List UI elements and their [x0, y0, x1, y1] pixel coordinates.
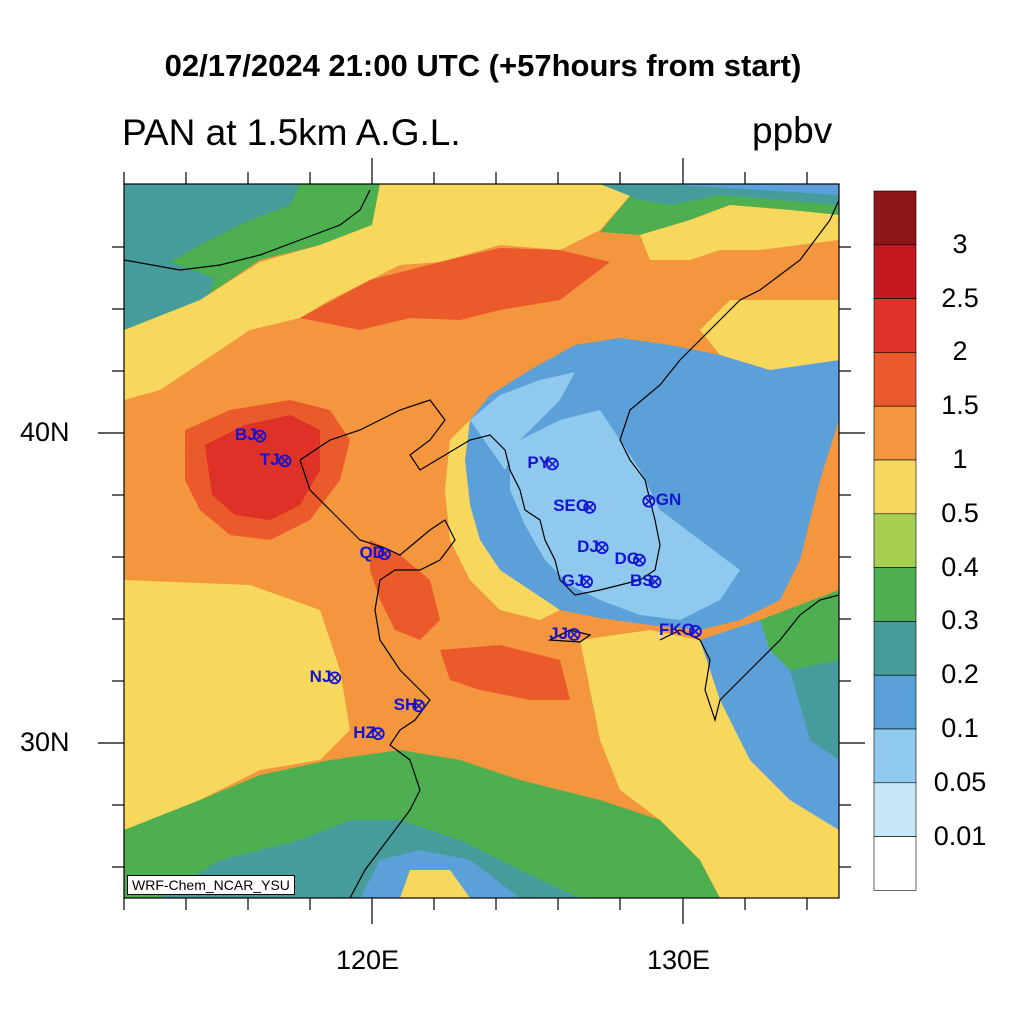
colorbar-swatch [873, 728, 917, 784]
station-label-qd: QD [359, 542, 385, 562]
colorbar [873, 190, 917, 891]
station-marker-gn [642, 494, 656, 508]
colorbar-label: 0.5 [941, 497, 979, 528]
colorbar-swatch [873, 513, 917, 568]
station-marker-dg [633, 553, 646, 567]
colorbar-label: 2 [952, 336, 968, 367]
colorbar-swatch [873, 298, 917, 353]
station-label-gj: GJ [561, 570, 585, 590]
station-label-hz: HZ [353, 722, 376, 742]
station-label-nj: NJ [309, 666, 332, 686]
units-label: ppbv [752, 110, 833, 151]
colorbar-swatch [873, 352, 917, 407]
station-label-dj: DJ [577, 536, 599, 556]
colorbar-label: 0.3 [941, 605, 979, 636]
station-label-gn: GN [655, 490, 682, 510]
colorbar-label: 1.5 [941, 390, 979, 421]
colorbar-label: 0.4 [941, 551, 979, 582]
colorbar-swatch [873, 190, 917, 246]
lat-label-40n: 40N [20, 417, 70, 447]
colorbar-label: 0.2 [941, 659, 979, 690]
colorbar-label: 0.1 [941, 713, 979, 743]
colorbar-swatch [873, 782, 917, 837]
station-label-bj: BJ [235, 425, 257, 445]
colorbar-swatch [873, 459, 917, 515]
station-label-fk: FKO [658, 620, 695, 640]
station-marker-fk [689, 625, 702, 638]
station-marker-py [545, 457, 559, 471]
station-marker-seo [583, 500, 597, 514]
station-marker-bs [648, 575, 662, 589]
station-marker-dj [595, 541, 609, 555]
coastlines [124, 189, 839, 898]
station-marker-bj [253, 429, 267, 443]
station-label-dg: DG [614, 549, 640, 569]
lon-label-130e: 130E [647, 945, 711, 975]
station-marker-hz [371, 727, 385, 741]
model-credit: WRF-Chem_NCAR_YSU [127, 875, 295, 895]
station-label-bs: BS [630, 570, 654, 590]
colorbar-label: 2.5 [941, 282, 979, 313]
colorbar-swatch [873, 567, 917, 622]
concentration-field [124, 184, 839, 898]
colorbar-swatch [873, 405, 917, 461]
station-marker-nj [328, 671, 342, 685]
station-marker-tj [278, 454, 292, 468]
station-marker-jj [567, 628, 581, 641]
station-marker-qd [378, 547, 391, 561]
colorbar-label: 0.01 [933, 820, 987, 851]
map-frame [123, 183, 840, 899]
station-label-tj: TJ [259, 449, 280, 469]
colorbar-label: 0.05 [933, 766, 987, 797]
colorbar-label: 3 [952, 228, 968, 259]
lon-label-120e: 120E [336, 945, 400, 975]
station-label-sh: SH [393, 694, 418, 714]
station-label-jj: JJ [549, 623, 569, 643]
station-label-seo: SEO [553, 496, 590, 516]
axis-ticks [98, 158, 865, 924]
map-title: 02/17/2024 21:00 UTC (+57hours from star… [164, 48, 802, 83]
station-label-py: PY [527, 453, 551, 472]
colorbar-swatch [873, 836, 917, 891]
colorbar-swatch [873, 674, 917, 730]
colorbar-label: 1 [952, 444, 968, 474]
variable-label: PAN at 1.5km A.G.L. [122, 112, 461, 153]
lat-label-30n: 30N [20, 727, 70, 757]
colorbar-swatch [873, 244, 917, 299]
station-marker-sh [412, 699, 426, 713]
station-marker-gj [580, 575, 593, 589]
station-markers [253, 429, 702, 741]
colorbar-swatch [873, 621, 917, 676]
